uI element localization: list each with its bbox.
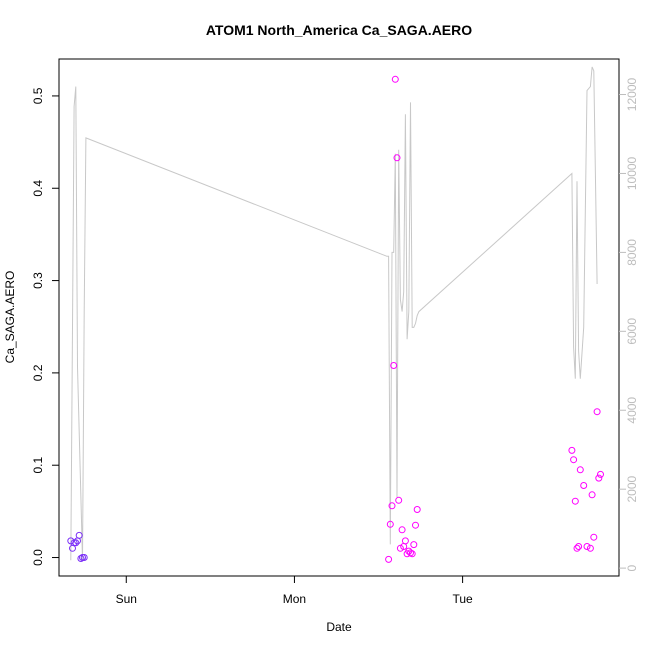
y-tick-label: 0.4 xyxy=(31,180,45,197)
chart-title: ATOM1 North_America Ca_SAGA.AERO xyxy=(206,22,472,38)
y-axis: 0.0 0.1 0.2 0.3 0.4 0.5 xyxy=(31,87,59,566)
data-point xyxy=(391,75,399,83)
data-point xyxy=(412,521,419,529)
y2-tick-label: 2000 xyxy=(625,476,639,503)
y2-tick-label: 8000 xyxy=(625,239,639,266)
data-point xyxy=(410,541,418,549)
series-line xyxy=(70,66,598,561)
data-point xyxy=(413,506,421,513)
y-tick-label: 0.2 xyxy=(31,364,45,381)
y2-tick-label: 10000 xyxy=(625,156,639,190)
data-point xyxy=(395,496,403,504)
data-point xyxy=(583,543,591,550)
data-point xyxy=(568,446,576,454)
x-tick-label: Tue xyxy=(452,592,473,606)
data-point xyxy=(401,537,409,545)
data-point xyxy=(80,554,88,561)
data-point xyxy=(570,456,578,464)
data-point xyxy=(575,543,583,550)
data-point xyxy=(72,539,80,547)
scatter-series xyxy=(67,75,604,563)
data-point xyxy=(571,497,579,505)
data-point xyxy=(597,470,604,478)
data-point xyxy=(580,482,588,489)
data-point xyxy=(590,533,598,541)
line-series xyxy=(70,66,598,561)
x-axis: Sun Mon Tue xyxy=(116,576,473,606)
y2-tick-label: 0 xyxy=(625,564,639,571)
y2-tick-label: 12000 xyxy=(625,78,639,112)
data-point xyxy=(593,408,601,416)
data-point xyxy=(385,555,393,563)
plot-frame xyxy=(58,58,620,577)
y2-axis: 0 2000 4000 6000 8000 10000 12000 xyxy=(619,78,639,571)
x-tick-label: Sun xyxy=(116,592,137,606)
data-point xyxy=(390,362,398,369)
data-point xyxy=(588,491,596,499)
y2-tick-label: 4000 xyxy=(625,397,639,424)
data-point xyxy=(573,544,581,552)
data-point xyxy=(595,474,603,482)
y-tick-label: 0.0 xyxy=(31,549,45,566)
y-tick-label: 0.5 xyxy=(31,87,45,104)
y-tick-label: 0.1 xyxy=(31,457,45,474)
data-point xyxy=(396,544,404,552)
x-axis-label: Date xyxy=(326,620,352,634)
data-point xyxy=(576,466,584,474)
data-point xyxy=(388,502,396,510)
x-tick-label: Mon xyxy=(283,592,306,606)
data-point xyxy=(386,520,394,528)
data-point xyxy=(398,526,406,534)
data-point xyxy=(586,544,594,552)
y2-tick-label: 6000 xyxy=(625,318,639,345)
y-tick-label: 0.3 xyxy=(31,272,45,289)
data-point xyxy=(77,555,85,562)
data-point xyxy=(75,531,83,539)
data-point xyxy=(408,550,416,558)
data-point xyxy=(393,154,401,162)
y-axis-label: Ca_SAGA.AERO xyxy=(3,271,17,364)
